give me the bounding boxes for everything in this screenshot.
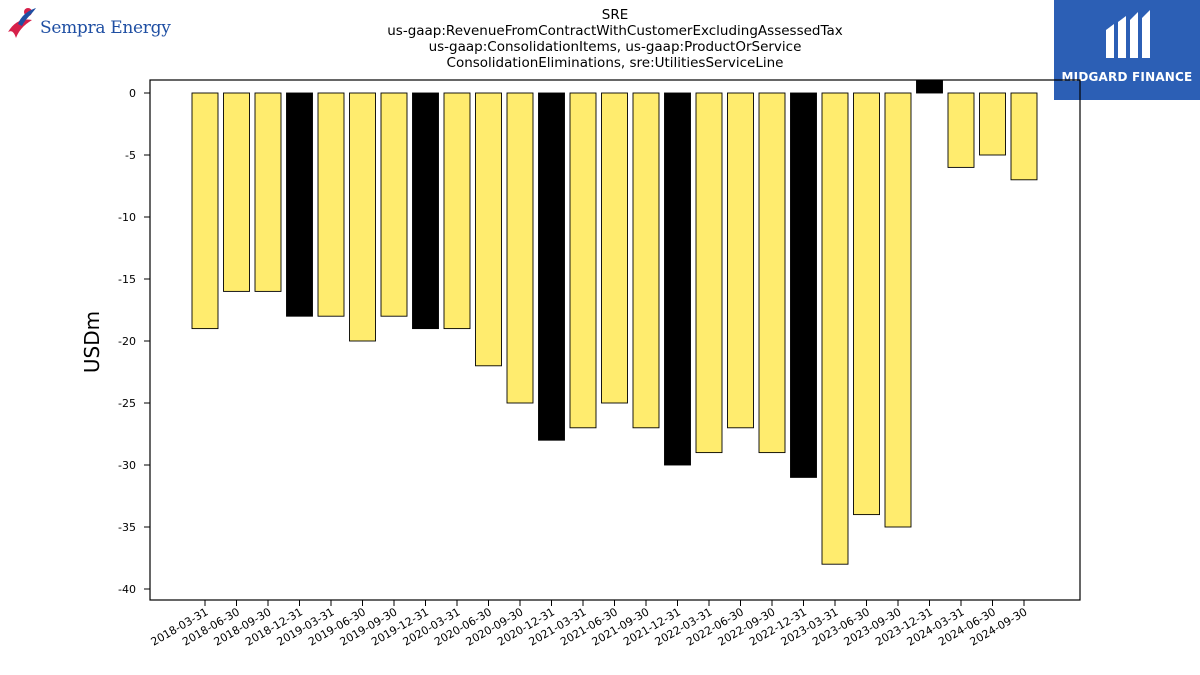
bar-2023-12-31 bbox=[916, 80, 943, 94]
y-axis: 0 -5 -10 -15 -20 -25 -30 -35 -40 bbox=[118, 87, 150, 596]
chart-title-block: SRE us-gaap:RevenueFromContractWithCusto… bbox=[300, 7, 930, 71]
bar-2018-06-30 bbox=[223, 92, 250, 292]
bar-2018-09-30 bbox=[254, 92, 282, 292]
y-tick-label: -15 bbox=[118, 273, 136, 286]
sempra-dancer-icon bbox=[8, 8, 36, 38]
bar-2022-09-30 bbox=[758, 92, 786, 454]
bar-2023-06-30 bbox=[853, 92, 880, 516]
bar-2020-06-30 bbox=[475, 92, 502, 367]
y-tick-label: -5 bbox=[125, 149, 136, 162]
midgard-m-icon bbox=[1054, 0, 1200, 100]
x-axis: 2018-03-312018-06-302018-09-302018-12-31… bbox=[149, 600, 1030, 649]
bars-group bbox=[191, 80, 1038, 565]
y-tick-label: -20 bbox=[118, 335, 136, 348]
bar-2021-06-30 bbox=[601, 92, 628, 404]
bar-2021-12-31 bbox=[664, 92, 691, 466]
y-tick-label: 0 bbox=[129, 87, 136, 100]
bar-2022-12-31 bbox=[790, 92, 817, 478]
bar-2021-09-30 bbox=[632, 92, 660, 429]
bar-2018-12-31 bbox=[286, 92, 313, 317]
bar-2023-03-31 bbox=[821, 92, 849, 565]
bar-2020-03-31 bbox=[443, 92, 471, 330]
bar-2024-03-31 bbox=[947, 92, 975, 168]
bar-2024-06-30 bbox=[979, 92, 1006, 156]
bar-2021-03-31 bbox=[569, 92, 597, 429]
chart-subtitle-line-3: ConsolidationEliminations, sre:Utilities… bbox=[446, 55, 784, 71]
bar-2018-03-31 bbox=[191, 92, 219, 330]
chart-subtitle-line-1: us-gaap:RevenueFromContractWithCustomerE… bbox=[387, 23, 843, 39]
bar-2019-09-30 bbox=[380, 92, 408, 317]
bar-2024-09-30 bbox=[1010, 92, 1038, 181]
bar-2019-06-30 bbox=[349, 92, 376, 342]
y-tick-label: -30 bbox=[118, 459, 136, 472]
bar-2019-03-31 bbox=[317, 92, 345, 317]
sempra-brand-name: Sempra Energy bbox=[40, 18, 171, 38]
bar-2022-06-30 bbox=[727, 92, 754, 429]
bar-2022-03-31 bbox=[695, 92, 723, 454]
y-tick-label: -35 bbox=[118, 521, 136, 534]
bar-2019-12-31 bbox=[412, 92, 439, 330]
midgard-brand-name: MIDGARD FINANCE bbox=[1061, 70, 1193, 84]
y-tick-label: -10 bbox=[118, 211, 136, 224]
y-axis-label: USDm bbox=[80, 311, 104, 373]
chart-subtitle-line-2: us-gaap:ConsolidationItems, us-gaap:Prod… bbox=[428, 39, 802, 55]
sempra-energy-logo: Sempra Energy bbox=[4, 4, 174, 46]
bar-2023-09-30 bbox=[884, 92, 912, 528]
bar-2020-12-31 bbox=[538, 92, 565, 441]
plot-frame bbox=[149, 79, 1081, 601]
midgard-finance-logo: MIDGARD FINANCE bbox=[1054, 0, 1200, 100]
bar-2020-09-30 bbox=[506, 92, 534, 404]
chart-title: SRE bbox=[601, 7, 629, 23]
y-tick-label: -40 bbox=[118, 583, 136, 596]
y-tick-label: -25 bbox=[118, 397, 136, 410]
